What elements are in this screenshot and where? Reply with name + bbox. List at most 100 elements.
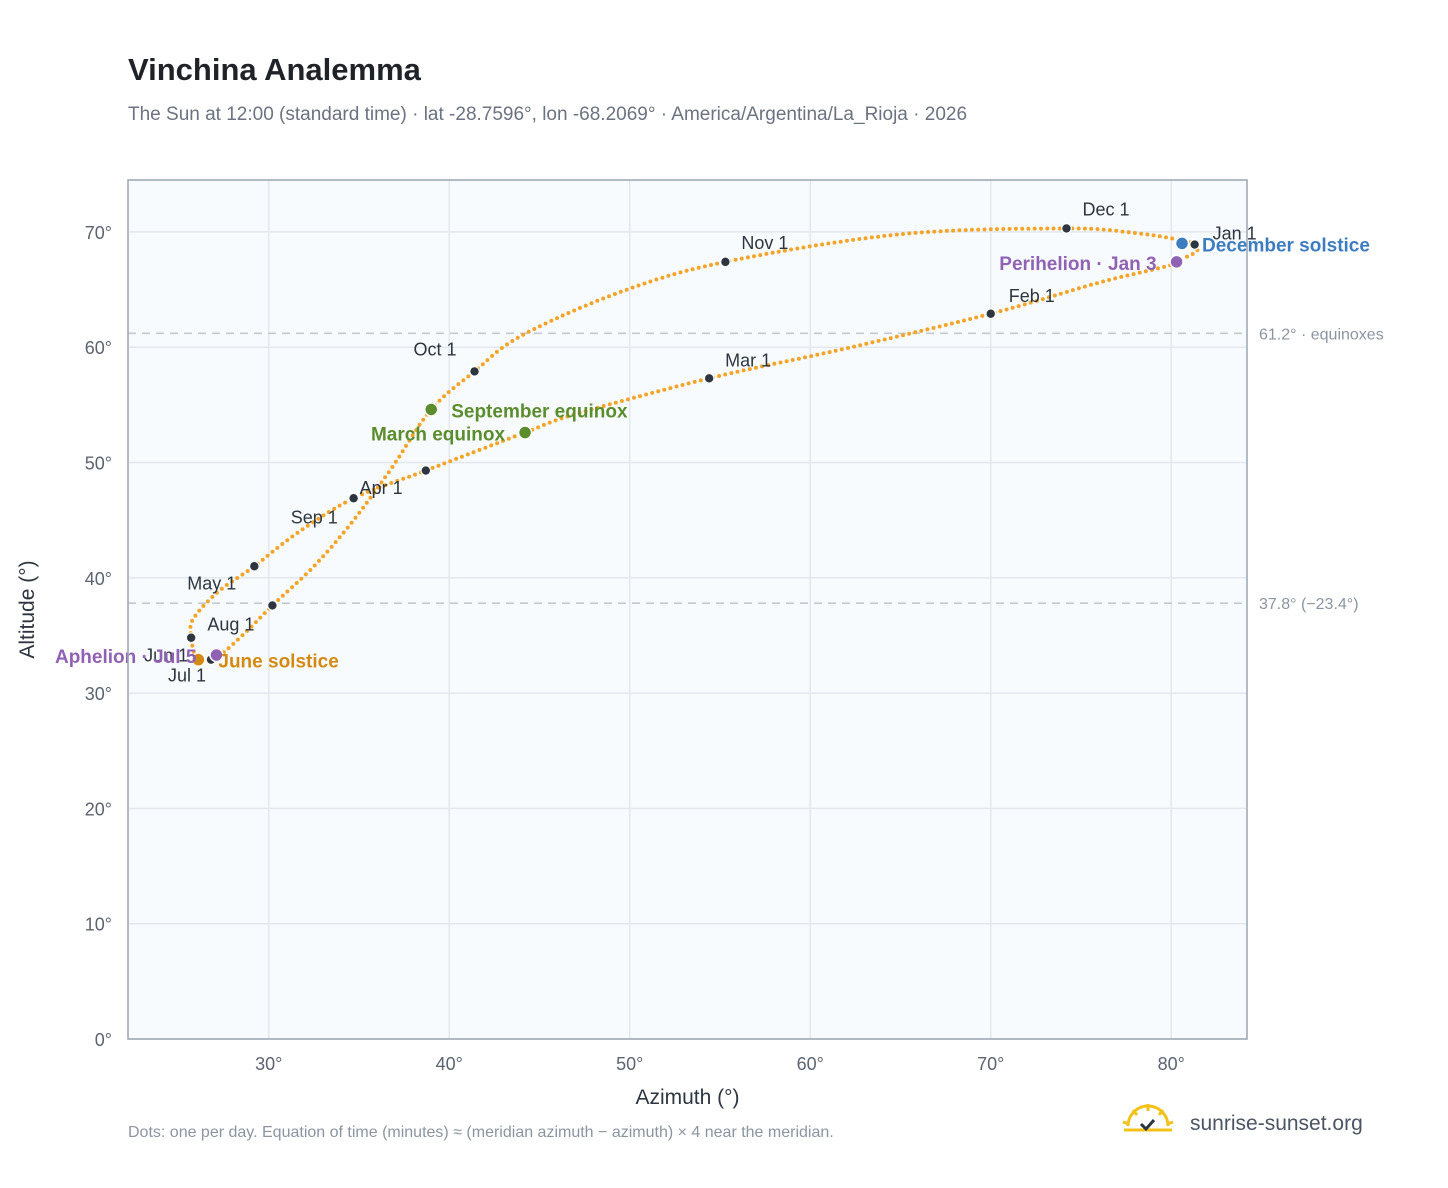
daily-sun-dot: [698, 378, 703, 383]
daily-sun-dot: [1034, 298, 1039, 303]
daily-sun-dot: [702, 264, 707, 269]
daily-sun-dot: [214, 590, 219, 595]
daily-sun-dot: [326, 510, 331, 514]
daily-sun-dot: [345, 525, 350, 530]
daily-sun-dot: [308, 568, 313, 572]
daily-sun-dot: [625, 397, 630, 402]
daily-sun-dot: [280, 593, 285, 598]
daily-sun-dot: [782, 248, 787, 253]
daily-sun-dot: [1013, 226, 1018, 231]
daily-sun-dot: [417, 422, 422, 427]
daily-sun-dot: [549, 318, 554, 323]
daily-sun-dot: [630, 285, 635, 290]
month-marker: [248, 560, 260, 572]
daily-sun-dot: [280, 542, 285, 546]
daily-sun-dot: [595, 405, 600, 410]
chart-title: Vinchina Analemma: [128, 52, 421, 87]
daily-sun-dot: [321, 513, 326, 518]
daily-sun-dot: [1032, 226, 1037, 231]
month-marker: [469, 366, 480, 377]
daily-sun-dot: [733, 257, 738, 262]
daily-sun-dot: [1045, 226, 1050, 231]
daily-sun-dot: [656, 389, 661, 394]
daily-sun-dot: [321, 554, 326, 559]
daily-sun-dot: [270, 549, 275, 554]
daily-sun-dot: [188, 624, 193, 629]
daily-sun-dot: [560, 313, 565, 318]
daily-sun-dot: [1151, 233, 1156, 238]
daily-sun-dot: [349, 520, 354, 525]
daily-sun-dot: [505, 342, 509, 347]
daily-sun-dot: [495, 441, 500, 446]
daily-sun-dot: [410, 433, 415, 438]
daily-sun-dot: [191, 649, 196, 654]
daily-sun-dot: [838, 239, 843, 244]
daily-sun-dot: [926, 230, 931, 234]
y-tick-label: 70°: [85, 223, 112, 243]
month-marker: [348, 492, 360, 504]
daily-sun-dot: [980, 313, 985, 318]
daily-sun-dot: [1076, 286, 1081, 291]
plot-area: [128, 180, 1247, 1039]
daily-sun-dot: [230, 579, 234, 584]
daily-sun-dot: [636, 283, 641, 288]
daily-sun-dot: [583, 303, 588, 308]
daily-sun-dot: [465, 452, 470, 457]
daily-sun-dot: [553, 418, 558, 423]
daily-sun-dot: [709, 263, 713, 267]
daily-sun-dot: [312, 563, 317, 568]
month-marker: [1061, 223, 1072, 234]
daily-sun-dot: [717, 374, 722, 378]
daily-sun-dot: [766, 363, 771, 368]
brand-logo[interactable]: sunrise-sunset.org: [1120, 1100, 1390, 1150]
daily-sun-dot: [489, 443, 494, 448]
daily-sun-dot: [1145, 232, 1150, 237]
daily-sun-dot: [723, 372, 728, 377]
daily-sun-dot: [949, 321, 954, 326]
daily-sun-dot: [430, 465, 435, 470]
daily-sun-dot: [662, 387, 667, 392]
daily-sun-dot: [285, 538, 290, 543]
daily-sun-dot: [894, 232, 899, 237]
daily-sun-dot: [680, 383, 685, 387]
brand-name: sunrise-sunset.org: [1190, 1112, 1363, 1135]
daily-sun-dot: [401, 476, 406, 481]
daily-sun-dot: [795, 246, 800, 251]
daily-sun-dot: [357, 510, 362, 515]
daily-sun-dot: [262, 611, 267, 616]
daily-sun-dot: [888, 233, 893, 238]
daily-sun-dot: [337, 503, 342, 508]
daily-sun-dot: [919, 328, 924, 333]
daily-sun-dot: [258, 615, 263, 620]
event-label: September equinox: [451, 401, 628, 422]
daily-sun-dot: [660, 275, 665, 280]
month-label: Jun 1: [144, 646, 188, 666]
daily-sun-dot: [982, 227, 987, 232]
daily-sun-dot: [863, 236, 868, 241]
daily-sun-dot: [294, 581, 299, 585]
daily-sun-dot: [1022, 302, 1027, 307]
daily-sun-dot: [963, 228, 968, 233]
daily-sun-dot: [913, 330, 918, 335]
daily-sun-dot: [772, 361, 777, 366]
daily-sun-dot: [205, 599, 210, 604]
daily-sun-dot: [937, 324, 942, 329]
event-label: December solstice: [1202, 235, 1370, 256]
daily-sun-dot: [876, 338, 881, 343]
event-marker: [517, 425, 533, 440]
daily-sun-dot: [421, 417, 426, 422]
month-label: Dec 1: [1083, 199, 1130, 219]
daily-sun-dot: [1026, 226, 1031, 231]
daily-sun-dot: [901, 333, 905, 338]
daily-sun-dot: [1016, 304, 1021, 309]
daily-sun-dot: [882, 233, 887, 238]
daily-sun-dot: [299, 576, 304, 581]
daily-sun-dot: [1101, 227, 1106, 232]
event-marker: [209, 647, 224, 663]
daily-sun-dot: [368, 495, 373, 500]
daily-sun-dot: [571, 412, 576, 417]
daily-sun-dot: [944, 228, 949, 233]
daily-sun-dot: [201, 603, 206, 608]
daily-sun-dot: [1137, 270, 1142, 275]
daily-sun-dot: [995, 227, 999, 232]
